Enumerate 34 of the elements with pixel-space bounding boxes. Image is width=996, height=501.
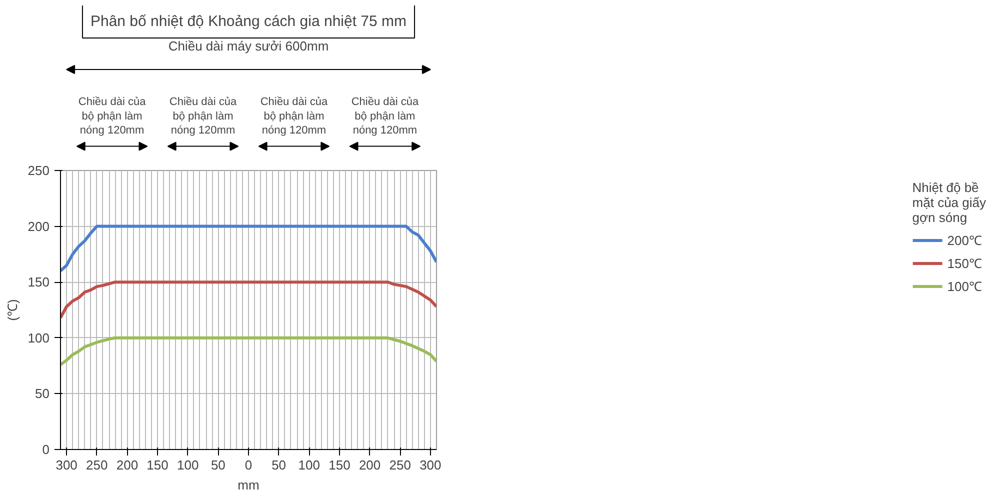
legend-label: 100℃ <box>947 278 982 295</box>
y-tick-label: 200 <box>28 218 50 234</box>
x-tick-label: 0 <box>244 458 252 472</box>
x-tick-label: 100 <box>298 458 320 472</box>
line-series <box>60 224 436 272</box>
x-tick-label: 150 <box>146 458 168 472</box>
y-tick-label: 250 <box>28 163 50 178</box>
x-tick-label: 150 <box>328 458 350 472</box>
chart-title: Phân bố nhiệt độ Khoảng cách gia nhiệt 75 mm <box>90 13 407 30</box>
x-tick-label: 300 <box>56 458 78 472</box>
x-axis-title: mm <box>238 478 260 492</box>
text: Chiều dài của bộ phận làm nóng 120mm <box>351 96 420 137</box>
x-tick-label: 200 <box>116 458 138 472</box>
line-series <box>60 280 436 320</box>
text: Chiều dài máy sưởi 600mm <box>168 38 329 54</box>
y-axis-title: (℃) <box>4 299 20 321</box>
legend-label: 200℃ <box>947 232 982 249</box>
y-tick-label: 150 <box>28 274 50 290</box>
x-tick-label: 300 <box>420 458 442 472</box>
y-tick-label: 100 <box>28 330 50 346</box>
text: Chiều dài của bộ phận làm nóng 120mm <box>78 96 147 137</box>
legend-title: Nhiệt độ bề mặt của giấy gợn sóng <box>912 180 986 225</box>
y-tick-label: 50 <box>35 386 50 402</box>
x-tick-label: 100 <box>177 458 199 472</box>
x-tick-label: 50 <box>272 458 286 472</box>
x-tick-label: 200 <box>358 458 381 472</box>
legend-label: 150℃ <box>947 255 982 272</box>
line-series <box>60 336 436 366</box>
text: Chiều dài của bộ phận làm nóng 120mm <box>260 96 328 137</box>
x-tick-label: 50 <box>210 458 226 472</box>
y-tick-label: 0 <box>42 442 50 457</box>
x-tick-label: 250 <box>389 458 411 472</box>
x-tick-label: 250 <box>86 458 108 472</box>
text: Chiều dài của bộ phận làm nóng 120mm <box>169 96 238 137</box>
